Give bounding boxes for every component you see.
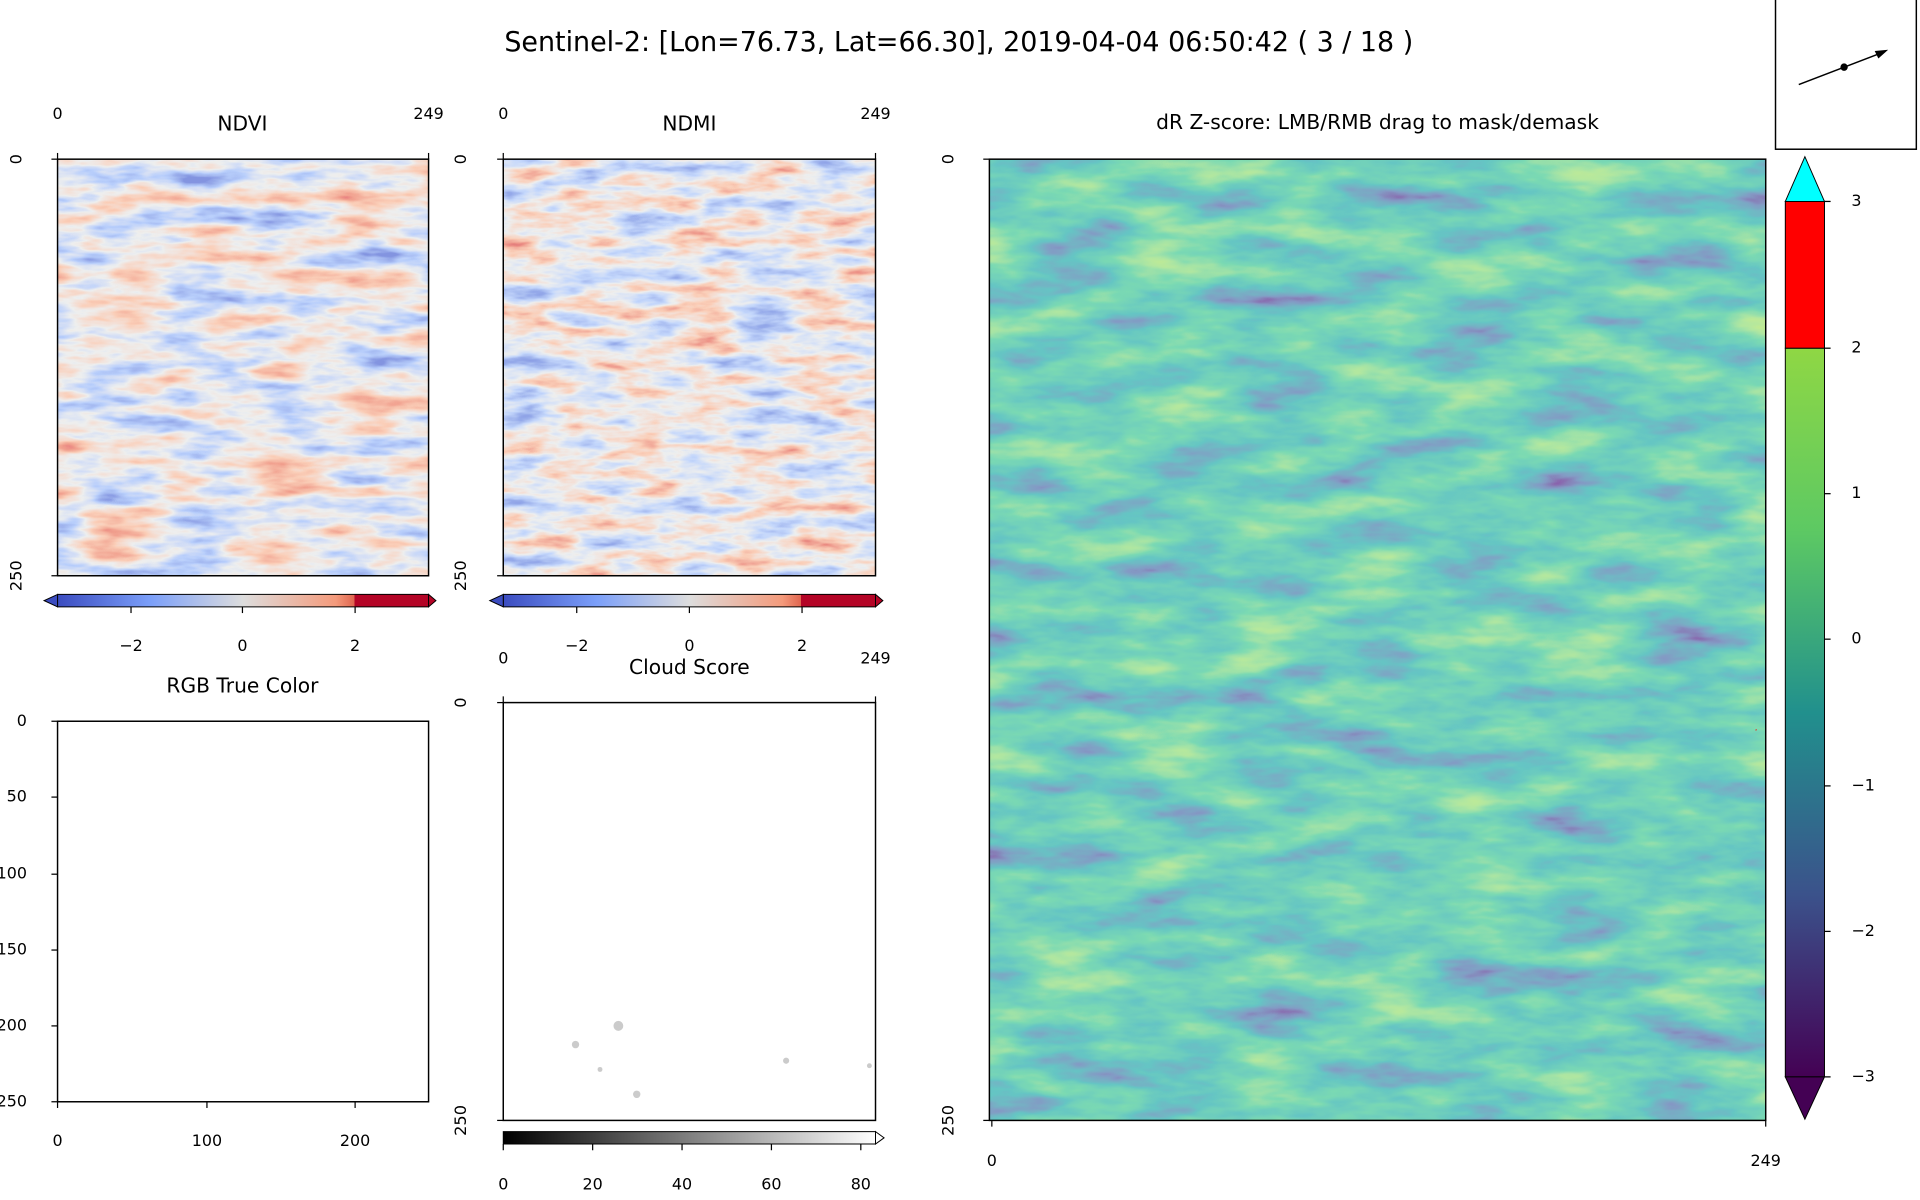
y-tick-label: 0: [7, 154, 26, 164]
panel-title: NDVI: [217, 111, 267, 135]
colorbar-tick-label: 2: [797, 636, 807, 655]
y-tick-label: 100: [0, 864, 27, 883]
colorbar-tick-label: −2: [1851, 921, 1874, 940]
rgb-frame: [56, 720, 430, 1103]
y-tick-label: 250: [451, 1105, 470, 1136]
cloud-image: [503, 702, 876, 1121]
x-tick-label: 100: [192, 1131, 222, 1150]
colorbar-tick-label: 0: [1851, 629, 1861, 648]
dr-mask: [989, 159, 1766, 1121]
colorbar-tick-label: 2: [1851, 338, 1861, 357]
x-tick-label: 249: [860, 648, 890, 667]
x-tick-label: 249: [860, 104, 890, 123]
colorbar-tick-label: 0: [498, 1174, 508, 1193]
rgb-image: [57, 721, 429, 1102]
colorbar-tick-label: 0: [237, 636, 247, 655]
colorbar-tick-label: −1: [1851, 775, 1874, 794]
x-tick-label: 0: [498, 104, 508, 123]
panel-title: Cloud Score: [629, 655, 750, 679]
dr-colorbar: [1784, 347, 1825, 1078]
ndvi-image: [57, 159, 429, 576]
ndvi-colorbar-min: [42, 593, 59, 608]
dr-frame: [988, 158, 1767, 1122]
direction-inset: [1774, 0, 1918, 150]
ndmi-image: [503, 159, 876, 576]
y-tick-label: 250: [939, 1105, 958, 1136]
colorbar-tick-label: 1: [1851, 483, 1861, 502]
x-tick-label: 249: [1751, 1151, 1781, 1170]
dr-colorbar-top: [1784, 155, 1826, 202]
figure-title: Sentinel-2: [Lon=76.73, Lat=66.30], 2019…: [504, 27, 1413, 58]
cloud-colorbar-max: [875, 1130, 885, 1146]
y-tick-label: 250: [0, 1091, 27, 1110]
ndmi-frame: [502, 158, 877, 577]
colorbar-tick-label: 40: [672, 1174, 692, 1193]
colorbar-tick-label: −2: [565, 636, 588, 655]
colorbar-tick-label: −2: [119, 636, 142, 655]
direction-arrowhead: [1874, 49, 1889, 59]
colorbar-tick-label: 3: [1851, 191, 1861, 210]
y-tick-label: 0: [17, 711, 27, 730]
panel-title: RGB True Color: [166, 673, 319, 697]
x-tick-label: 0: [987, 1151, 997, 1170]
y-tick-label: 0: [451, 697, 470, 707]
ndvi-frame: [56, 158, 430, 577]
x-tick-label: 200: [340, 1131, 370, 1150]
colorbar-tick-label: −3: [1851, 1066, 1874, 1085]
y-tick-label: 150: [0, 939, 27, 958]
cloud-colorbar: [502, 1131, 876, 1145]
panel-title: dR Z-score: LMB/RMB drag to mask/demask: [1156, 110, 1599, 134]
cloud-frame: [502, 701, 877, 1122]
x-tick-label: 0: [52, 104, 62, 123]
y-tick-label: 0: [451, 154, 470, 164]
colorbar-tick-label: 0: [684, 636, 694, 655]
x-tick-label: 249: [413, 104, 443, 123]
ndmi-colorbar-max: [875, 593, 884, 608]
y-tick-label: 50: [7, 787, 27, 806]
ndvi-colorbar: [57, 593, 430, 608]
x-tick-label: 0: [498, 648, 508, 667]
dr-colorbar-high: [1784, 200, 1825, 349]
y-tick-label: 0: [939, 154, 958, 164]
panel-title: NDMI: [662, 111, 716, 135]
y-tick-label: 250: [7, 560, 26, 591]
direction-point: [1840, 63, 1848, 71]
x-tick-label: 0: [52, 1131, 62, 1150]
ndvi-colorbar-max: [428, 593, 437, 608]
y-tick-label: 250: [451, 560, 470, 591]
dr-colorbar-bottom: [1784, 1076, 1826, 1121]
colorbar-tick-label: 60: [761, 1174, 781, 1193]
ndmi-colorbar: [502, 593, 876, 608]
ndmi-colorbar-min: [488, 593, 504, 608]
y-tick-label: 200: [0, 1015, 27, 1034]
colorbar-tick-label: 80: [851, 1174, 871, 1193]
colorbar-tick-label: 2: [350, 636, 360, 655]
colorbar-tick-label: 20: [583, 1174, 603, 1193]
cloud-specks: [571, 1020, 872, 1099]
